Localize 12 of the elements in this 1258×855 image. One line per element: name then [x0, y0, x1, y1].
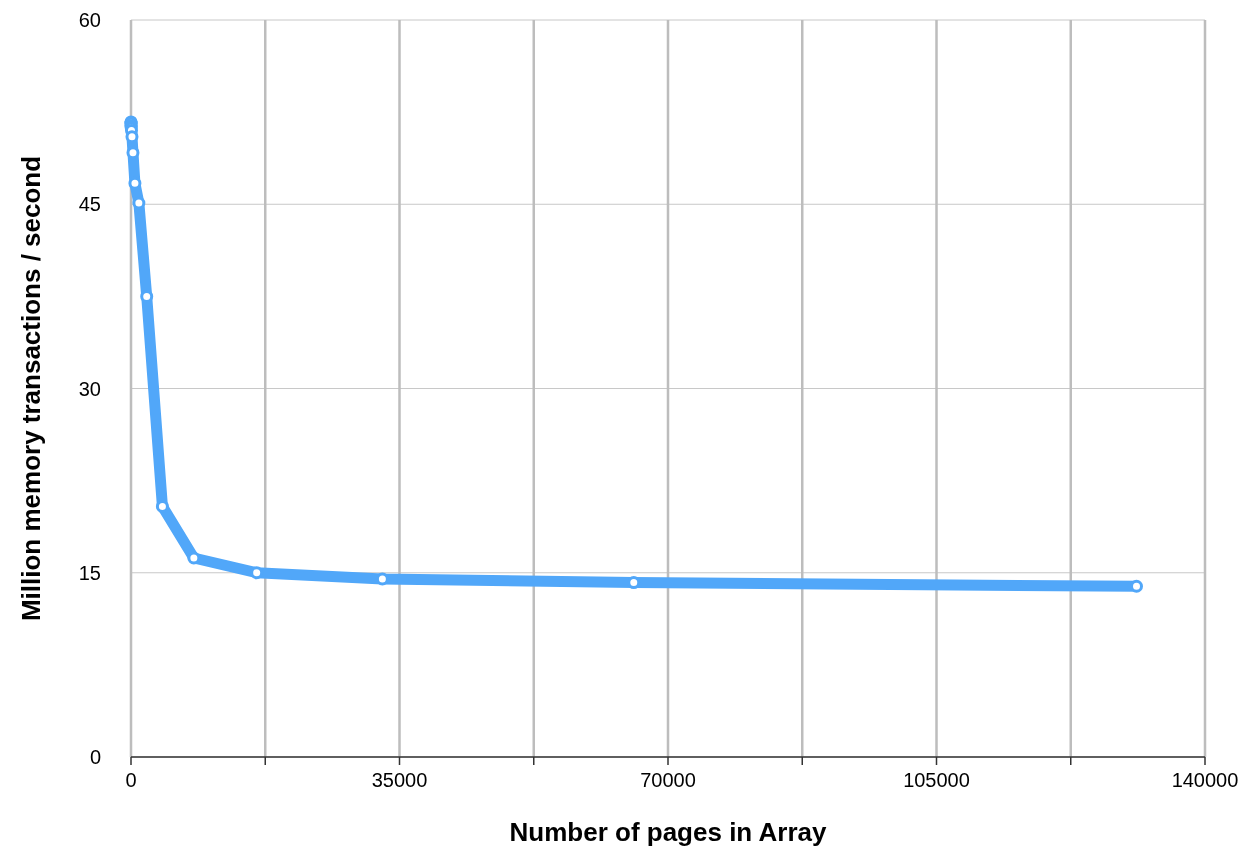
- y-tick-label: 15: [78, 561, 101, 584]
- y-tick-label: 0: [89, 746, 101, 768]
- x-tick-label: 0: [125, 769, 137, 791]
- y-tick-label: 30: [78, 377, 101, 400]
- y-tick-label: 60: [78, 9, 101, 31]
- x-tick-label: 70000: [640, 769, 696, 791]
- y-tick-label: 45: [78, 193, 101, 216]
- x-axis-title: Number of pages in Array: [509, 817, 827, 847]
- x-tick-label: 140000: [1171, 769, 1239, 791]
- x-tick-label: 35000: [371, 769, 428, 791]
- y-axis-title: Million memory transactions / second: [16, 155, 46, 622]
- x-tick-label: 105000: [903, 769, 970, 791]
